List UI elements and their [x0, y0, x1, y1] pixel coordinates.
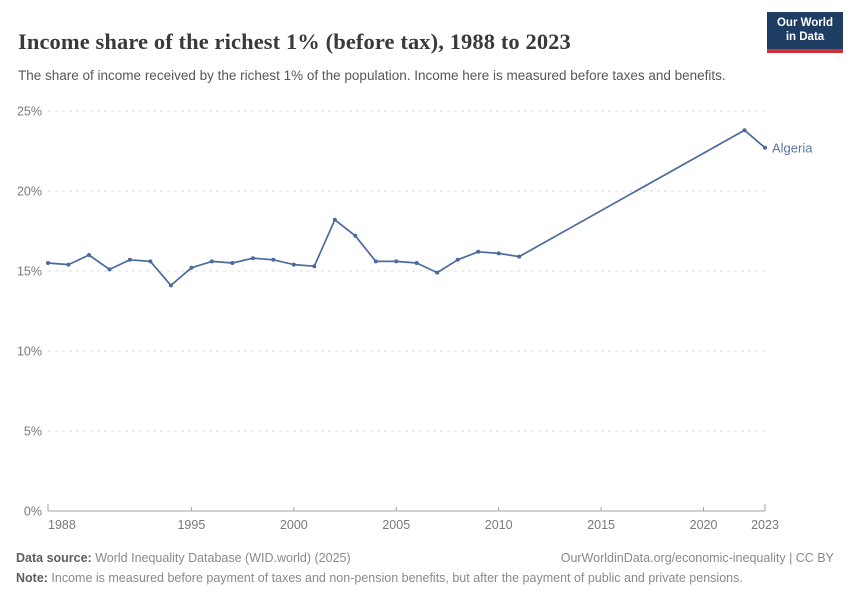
owid-logo[interactable]: Our World in Data — [767, 12, 843, 53]
data-point — [46, 261, 50, 265]
y-axis-tick-label: 10% — [17, 345, 42, 359]
data-point — [250, 256, 255, 261]
data-point — [271, 257, 276, 262]
data-point — [312, 264, 317, 269]
data-point — [189, 265, 194, 270]
y-axis-tick-label: 15% — [17, 265, 42, 279]
data-point — [455, 257, 460, 262]
data-point — [414, 261, 419, 265]
series-label: Algeria — [772, 140, 813, 155]
x-axis-tick-label: 2020 — [690, 518, 718, 532]
x-axis-tick-label: 2010 — [485, 518, 513, 532]
data-point — [394, 259, 399, 264]
data-point — [66, 262, 71, 267]
data-point — [148, 259, 153, 264]
chart-footer: Data source: World Inequality Database (… — [16, 549, 834, 588]
x-axis-tick-label: 1995 — [177, 518, 205, 532]
y-axis-tick-label: 5% — [24, 425, 42, 439]
data-point — [763, 145, 767, 150]
y-axis-tick-label: 25% — [17, 105, 42, 119]
data-point — [496, 251, 501, 256]
data-point — [476, 249, 481, 254]
data-point — [168, 283, 173, 288]
data-point — [291, 262, 296, 267]
data-source: Data source: World Inequality Database (… — [16, 549, 351, 568]
owid-url[interactable]: OurWorldinData.org/economic-inequality |… — [560, 551, 834, 566]
data-point — [373, 259, 378, 264]
x-axis-tick-label: 2000 — [280, 518, 308, 532]
page-title: Income share of the richest 1% (before t… — [18, 29, 571, 55]
x-axis-tick-label: 1988 — [48, 518, 76, 532]
y-axis-tick-label: 0% — [24, 505, 42, 519]
y-axis-tick-label: 20% — [17, 185, 42, 199]
x-axis-tick-label: 2023 — [751, 518, 779, 532]
data-source-label: Data source: — [16, 551, 92, 566]
data-point — [517, 254, 522, 259]
data-point — [742, 128, 747, 133]
data-point — [87, 253, 91, 257]
x-axis-tick-label: 2015 — [587, 518, 615, 532]
data-point — [107, 267, 112, 272]
note-text: Income is measured before payment of tax… — [47, 570, 743, 585]
owid-logo-line2: in Data — [785, 30, 825, 43]
x-axis-tick-label: 2005 — [382, 518, 410, 532]
trend-line — [47, 129, 766, 287]
data-point — [230, 261, 235, 265]
data-point — [435, 270, 440, 275]
data-point — [127, 257, 132, 262]
owid-logo-line1: Our World — [776, 17, 833, 29]
data-source-text: World Inequality Database (WID.world) (2… — [91, 551, 351, 566]
data-point — [353, 233, 358, 238]
page-subtitle: The share of income received by the rich… — [18, 67, 726, 83]
data-point — [209, 259, 214, 264]
note-label: Note: — [16, 570, 48, 585]
data-point — [332, 217, 337, 222]
